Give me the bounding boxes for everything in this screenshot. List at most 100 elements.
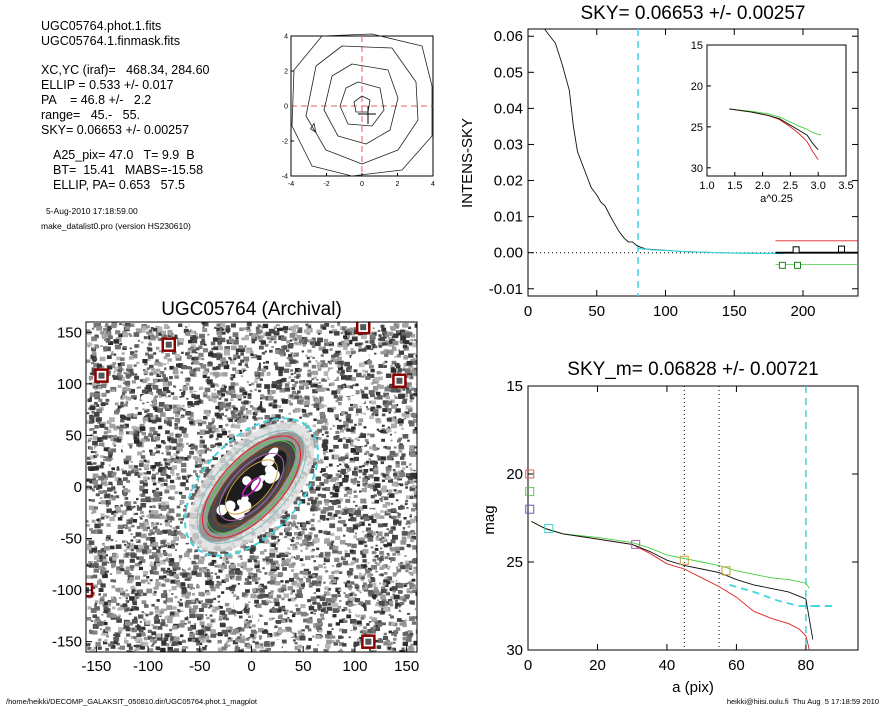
image-noise-pixel	[407, 475, 411, 479]
image-noise-pixel	[344, 330, 351, 335]
image-noise-pixel	[240, 349, 244, 353]
image-noise-pixel	[94, 401, 98, 405]
image-noise-pixel	[293, 501, 298, 505]
image-noise-pixel	[325, 451, 329, 453]
image-noise-pixel	[390, 326, 395, 330]
image-noise-pixel	[334, 361, 339, 365]
image-noise-pixel	[331, 540, 335, 544]
image-noise-pixel	[133, 627, 137, 630]
image-noise-pixel	[383, 538, 388, 542]
image-noise-pixel	[342, 472, 346, 475]
image-noise-pixel	[244, 582, 248, 585]
image-noise-pixel	[334, 476, 339, 481]
image-noise-pixel	[345, 456, 349, 459]
image-noise-pixel	[268, 403, 273, 407]
image-noise-pixel	[101, 384, 107, 389]
image-noise-pixel	[270, 641, 276, 646]
image-noise-pixel	[230, 563, 236, 569]
image-noise-pixel	[221, 428, 226, 432]
image-noise-pixel	[173, 531, 178, 535]
image-noise-pixel	[174, 426, 179, 430]
image-noise-pixel	[163, 356, 168, 360]
image-noise-pixel	[356, 372, 362, 378]
image-noise-pixel	[100, 597, 105, 602]
image-noise-pixel	[391, 360, 397, 365]
image-noise-pixel	[229, 393, 233, 396]
image-noise-pixel	[203, 394, 207, 398]
image-noise-pixel	[350, 516, 354, 520]
image-noise-pixel	[267, 396, 274, 401]
image-noise-pixel	[371, 551, 376, 555]
image-noise-pixel	[259, 538, 265, 544]
image-noise-pixel	[370, 433, 375, 438]
image-noise-pixel	[308, 339, 314, 344]
image-noise-pixel	[137, 441, 143, 446]
image-noise-pixel	[316, 625, 322, 630]
image-noise-pixel	[162, 550, 166, 553]
image-noise-pixel	[149, 611, 154, 615]
image-noise-pixel	[103, 456, 106, 459]
image-noise-pixel	[368, 364, 374, 369]
image-noise-pixel	[265, 331, 272, 337]
image-noise-pixel	[113, 435, 118, 439]
image-noise-pixel	[191, 338, 198, 344]
image-noise-pixel	[391, 404, 397, 409]
image-noise-pixel	[154, 619, 160, 624]
image-noise-pixel	[166, 513, 169, 516]
image-noise-pixel	[135, 646, 140, 651]
image-noise-pixel	[87, 398, 92, 403]
image-noise-pixel	[150, 370, 156, 375]
image-noise-pixel	[401, 427, 404, 430]
image-noise-pixel	[339, 540, 346, 545]
info-a25: A25_pix= 47.0 T= 9.9 B	[53, 148, 195, 162]
image-noise-pixel	[288, 538, 294, 543]
image-noise-pixel	[114, 632, 121, 638]
image-noise-pixel	[130, 372, 135, 376]
image-noise-pixel	[217, 363, 222, 367]
image-noise-pixel	[263, 332, 268, 336]
image-noise-pixel	[185, 595, 190, 599]
image-noise-pixel	[111, 585, 116, 589]
image-noise-pixel	[139, 485, 145, 490]
image-noise-pixel	[214, 383, 219, 387]
image-noise-pixel	[165, 473, 169, 476]
image-noise-pixel	[378, 334, 382, 337]
image-noise-pixel	[263, 630, 269, 634]
image-noise-pixel	[140, 493, 146, 497]
image-noise-pixel	[154, 462, 161, 467]
image-noise-pixel	[398, 418, 402, 421]
image-noise-pixel	[354, 583, 359, 587]
image-noise-pixel	[324, 610, 329, 614]
image-noise-pixel	[101, 392, 107, 397]
image-noise-pixel	[219, 337, 226, 343]
image-noise-pixel	[124, 497, 129, 500]
image-noise-pixel	[98, 490, 104, 495]
image-noise-pixel	[383, 446, 387, 449]
contour-y-tick-label: 4	[284, 34, 288, 41]
image-noise-pixel	[101, 335, 107, 339]
image-noise-pixel	[334, 570, 340, 574]
image-noise-pixel	[209, 604, 213, 608]
image-noise-pixel	[352, 557, 356, 561]
image-noise-pixel	[311, 548, 315, 552]
image-noise-pixel	[409, 630, 413, 634]
image-noise-pixel	[379, 497, 383, 501]
image-noise-pixel	[272, 404, 278, 409]
image-noise-pixel	[283, 368, 290, 373]
image-noise-pixel	[132, 601, 137, 606]
image-noise-pixel	[384, 532, 389, 537]
image-noise-pixel	[190, 418, 194, 421]
image-noise-pixel	[322, 487, 326, 491]
image-noise-pixel	[390, 502, 394, 505]
image-noise-pixel	[262, 585, 268, 590]
image-noise-pixel	[232, 577, 235, 580]
image-noise-pixel	[225, 557, 229, 560]
image-noise-pixel	[345, 601, 351, 606]
image-noise-pixel	[122, 382, 125, 384]
image-noise-pixel	[416, 631, 417, 636]
image-noise-pixel	[325, 531, 331, 535]
image-noise-pixel	[174, 417, 181, 423]
image-noise-pixel	[95, 453, 99, 457]
contour-y-tick-label: -2	[282, 139, 288, 146]
image-noise-pixel	[406, 564, 413, 570]
